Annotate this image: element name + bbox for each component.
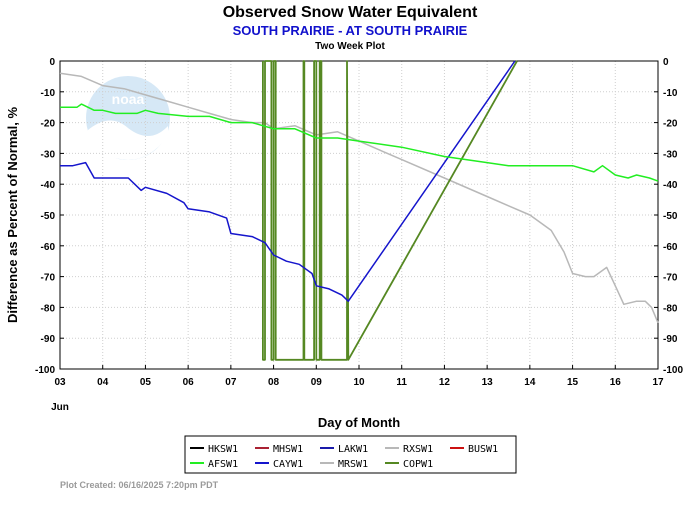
legend-label-busw1: BUSW1	[468, 444, 498, 455]
y-tick-label-right: -100	[663, 365, 683, 376]
series-line-mrsw1	[59, 72, 659, 324]
y-tick-label-right: -60	[663, 242, 678, 253]
x-tick-label: 08	[268, 377, 280, 388]
y-tick-label-right: -40	[663, 180, 678, 191]
series-line-copw1	[261, 60, 518, 361]
series-line-afsw1	[60, 103, 659, 182]
y-tick-label-left: -20	[41, 119, 56, 130]
month-label: Jun	[51, 402, 69, 413]
x-tick-label: 04	[97, 377, 109, 388]
y-tick-label-right: -20	[663, 119, 678, 130]
x-tick-label: 09	[311, 377, 323, 388]
legend-label-mhsw1: MHSW1	[273, 444, 303, 455]
legend-label-mrsw1: MRSW1	[338, 459, 368, 470]
y-tick-label-right: 0	[663, 57, 669, 68]
y-tick-label-right: -50	[663, 211, 678, 222]
noaa-logo-watermark: noaa	[86, 76, 170, 160]
x-tick-label: 14	[524, 377, 536, 388]
x-tick-label: 07	[225, 377, 237, 388]
y-tick-label-right: -80	[663, 303, 678, 314]
series-line-cayw1	[60, 60, 516, 302]
legend-box	[184, 435, 517, 474]
y-tick-label-left: -90	[41, 334, 56, 345]
chart-title: Observed Snow Water Equivalent	[223, 4, 478, 21]
y-tick-label-left: -60	[41, 242, 56, 253]
legend-label-lakw1: LAKW1	[338, 444, 368, 455]
x-tick-label: 16	[610, 377, 622, 388]
y-tick-label-left: -80	[41, 303, 56, 314]
y-tick-label-right: -30	[663, 149, 678, 160]
y-tick-label-left: 0	[49, 57, 55, 68]
y-tick-label-right: -90	[663, 334, 678, 345]
y-tick-label-left: -70	[41, 273, 56, 284]
x-tick-label: 13	[482, 377, 494, 388]
x-tick-label: 10	[353, 377, 365, 388]
chart-subtitle: SOUTH PRAIRIE - AT SOUTH PRAIRIE	[233, 23, 468, 38]
legend-label-cayw1: CAYW1	[273, 459, 303, 470]
y-tick-label-left: -30	[41, 149, 56, 160]
y-tick-label-right: -70	[663, 273, 678, 284]
plot-created-footer: Plot Created: 06/16/2025 7:20pm PDT	[60, 480, 219, 490]
chart-subsubtitle: Two Week Plot	[315, 41, 385, 52]
y-axis-label: Difference as Percent of Normal, %	[5, 107, 20, 323]
x-tick-label: 05	[140, 377, 152, 388]
x-tick-label: 11	[396, 377, 407, 388]
legend-label-afsw1: AFSW1	[208, 459, 238, 470]
legend-label-rxsw1: RXSW1	[403, 444, 433, 455]
x-tick-label: 12	[439, 377, 451, 388]
y-tick-label-left: -100	[35, 365, 55, 376]
legend-label-hksw1: HKSW1	[208, 444, 238, 455]
series-lines	[59, 60, 659, 361]
watermark-text: noaa	[112, 91, 145, 107]
y-tick-label-left: -40	[41, 180, 56, 191]
x-tick-label: 03	[54, 377, 66, 388]
y-tick-label-right: -10	[663, 88, 678, 99]
legend: HKSW1 MHSW1 LAKW1 RXSW1 BUSW1 AFSW1 CAYW1 MRSW1…	[184, 435, 517, 474]
y-tick-label-left: -50	[41, 211, 56, 222]
x-tick-label: 15	[567, 377, 579, 388]
x-tick-label: 17	[652, 377, 664, 388]
x-axis-label: Day of Month	[318, 415, 400, 430]
y-tick-label-left: -10	[41, 88, 56, 99]
legend-label-copw1: COPW1	[403, 459, 433, 470]
x-tick-label: 06	[183, 377, 195, 388]
axis-ticks: 03 04 05 06 07 08 09 10 11 12 13 14 15 16 17 0 0 -10 -10 -2…	[35, 57, 683, 388]
